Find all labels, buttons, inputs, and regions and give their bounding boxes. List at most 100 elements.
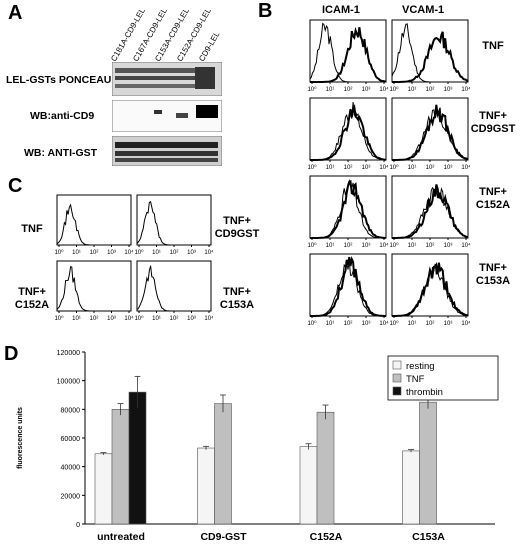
b-hist-2-1: 10⁰ 10¹ 10² 10³ 10⁴	[389, 175, 470, 249]
b-hist-1-0-frame	[309, 97, 387, 161]
col-label-icam: ICAM-1	[322, 4, 360, 16]
c-hist-1-tick-label-0: 10⁰	[134, 249, 144, 256]
c-hist-3-tick-label-1: 10¹	[152, 316, 161, 322]
c-cond-2: TNF+ C152A	[14, 286, 50, 311]
b-hist-0-0: 10⁰ 10¹ 10² 10³ 10⁴	[307, 19, 389, 93]
b-hist-1-1-tick-label-0: 10⁰	[389, 164, 399, 171]
b-hist-1-1-curve-1	[392, 104, 469, 161]
b-hist-3-1-frame	[391, 253, 469, 317]
b-hist-1-0-curve-1	[310, 104, 387, 161]
panel-d-bar-chart: 0 20000 40000 60000 80000 100000 120000 fluores…	[17, 350, 499, 543]
b-hist-2-0-tick-label-3: 10³	[362, 243, 371, 249]
d-legend-label-0: resting	[406, 361, 435, 372]
blot-anti-cd9	[112, 100, 222, 132]
row-label-anti-gst: WB: ANTI-GST	[24, 147, 98, 159]
b-hist-1-0-tick-label-3: 10³	[362, 165, 371, 171]
b-hist-0-0-tick-label-2: 10²	[344, 87, 353, 93]
c-hist-0-tick-label-0: 10⁰	[55, 249, 64, 256]
b-hist-1-0-tick-label-2: 10²	[344, 165, 353, 171]
panel-a-letter: A	[8, 2, 23, 24]
d-legend-swatch-2	[392, 386, 402, 396]
d-xtick-label-2: C152A	[310, 531, 343, 543]
b-hist-2-0: 10⁰ 10¹ 10² 10³ 10⁴	[307, 175, 389, 249]
b-hist-0-1-curve-1	[392, 31, 469, 83]
c-hist-0: 10⁰ 10¹ 10² 10³ 10⁴	[55, 194, 134, 256]
c-hist-3: 10⁰ 10¹ 10² 10³ 10⁴	[134, 260, 213, 322]
lane-labels: C181A-CD9-LEL C167A-CD9-LEL C153A-CD9-LE…	[109, 7, 225, 64]
d-legend-label-1: TNF	[406, 374, 425, 385]
c-hist-3-frame	[136, 260, 212, 312]
b-hist-3-1-tick-label-3: 10³	[444, 321, 453, 327]
c-hist-1-frame	[136, 194, 212, 246]
b-hist-2-1-tick-label-4: 10⁴	[461, 242, 470, 249]
b-hist-1-1-tick-label-1: 10¹	[408, 165, 417, 171]
b-hist-3-1-tick-label-0: 10⁰	[389, 320, 399, 327]
b-hist-0-1: 10⁰ 10¹ 10² 10³ 10⁴	[389, 19, 470, 93]
b-hist-3-0-tick-label-3: 10³	[362, 321, 371, 327]
c-hist-3-tick-label-3: 10³	[187, 316, 196, 322]
b-hist-2-1-tick-label-2: 10²	[426, 243, 435, 249]
c-hist-0-tick-label-3: 10³	[107, 250, 116, 256]
b-hist-0-1-tick-label-3: 10³	[444, 87, 453, 93]
c-hist-1-tick-label-2: 10²	[170, 250, 179, 256]
d-bar-TNF-1	[214, 403, 232, 525]
c-hist-2-frame	[56, 260, 132, 312]
b-hist-2-1-curve-1	[392, 184, 469, 239]
b-hist-1-0-tick-label-1: 10¹	[326, 165, 335, 171]
c-hist-1-tick-label-4: 10⁴	[204, 249, 213, 256]
b-hist-3-1-tick-label-1: 10¹	[408, 321, 417, 327]
c-hist-1-tick-label-3: 10³	[187, 250, 196, 256]
c-cond-0: TNF	[21, 223, 43, 235]
b-hist-2-0-tick-label-0: 10⁰	[307, 242, 317, 249]
c-hist-3-tick-label-4: 10⁴	[204, 315, 213, 322]
b-hist-1-0-tick-label-0: 10⁰	[307, 164, 317, 171]
b-cond-2: TNF+ C152A	[475, 186, 511, 211]
c-hist-0-tick-label-1: 10¹	[72, 250, 81, 256]
d-bar-TNF-3	[419, 401, 437, 525]
d-ylabel: fluorescence units	[17, 407, 24, 469]
b-hist-0-1-tick-label-4: 10⁴	[461, 86, 470, 93]
panel-b-letter: B	[258, 0, 273, 22]
d-xtick-label-0: untreated	[97, 531, 145, 543]
d-bar-TNF-0	[111, 409, 130, 525]
b-hist-3-0-tick-label-0: 10⁰	[307, 320, 317, 327]
d-ytick-label-0: 0	[76, 522, 80, 529]
b-cond-0: TNF	[482, 40, 504, 52]
b-hist-0-0-tick-label-3: 10³	[362, 87, 371, 93]
c-hist-1-tick-label-1: 10¹	[152, 250, 161, 256]
d-ytick-label-3: 60000	[61, 436, 81, 443]
b-hist-3-1-tick-label-4: 10⁴	[461, 320, 470, 327]
d-ytick-label-5: 100000	[57, 379, 80, 386]
d-ytick-label-1: 20000	[61, 493, 81, 500]
b-hist-2-0-curve-1	[310, 179, 386, 239]
b-hist-0-1-tick-label-1: 10¹	[408, 87, 417, 93]
d-legend-label-2: thrombin	[406, 387, 443, 398]
b-hist-2-1-tick-label-3: 10³	[444, 243, 453, 249]
panel-c-letter: C	[8, 175, 23, 197]
b-hist-0-0-curve-1	[310, 26, 387, 83]
c-hist-3-tick-label-2: 10²	[170, 316, 179, 322]
c-hist-2-tick-label-0: 10⁰	[55, 315, 64, 322]
panel-d-letter: D	[4, 343, 19, 365]
b-hist-3-0: 10⁰ 10¹ 10² 10³ 10⁴	[307, 253, 389, 327]
c-hist-3-tick-label-0: 10⁰	[134, 315, 144, 322]
b-hist-2-1-tick-label-0: 10⁰	[389, 242, 399, 249]
lane-label-4: CD9-LEL	[197, 30, 222, 64]
d-legend-swatch-0	[392, 360, 402, 370]
c-hist-0-frame	[56, 194, 132, 246]
b-hist-2-0-tick-label-2: 10²	[344, 243, 353, 249]
b-hist-2-0-tick-label-4: 10⁴	[379, 242, 389, 249]
b-hist-1-0-tick-label-4: 10⁴	[379, 164, 389, 171]
b-hist-1-0: 10⁰ 10¹ 10² 10³ 10⁴	[307, 97, 389, 171]
c-hist-0-tick-label-4: 10⁴	[124, 249, 134, 256]
d-bar-resting-3	[402, 450, 420, 525]
row-label-anti-cd9: WB:anti-CD9	[30, 110, 95, 122]
b-hist-3-0-curve-1	[310, 256, 386, 317]
b-hist-3-0-tick-label-2: 10²	[344, 321, 353, 327]
b-hist-2-1-tick-label-1: 10¹	[408, 243, 417, 249]
c-hist-2: 10⁰ 10¹ 10² 10³ 10⁴	[55, 260, 134, 322]
b-hist-1-1-tick-label-4: 10⁴	[461, 164, 470, 171]
b-cond-3: TNF+ C153A	[475, 262, 511, 287]
d-bar-resting-1	[197, 447, 215, 525]
